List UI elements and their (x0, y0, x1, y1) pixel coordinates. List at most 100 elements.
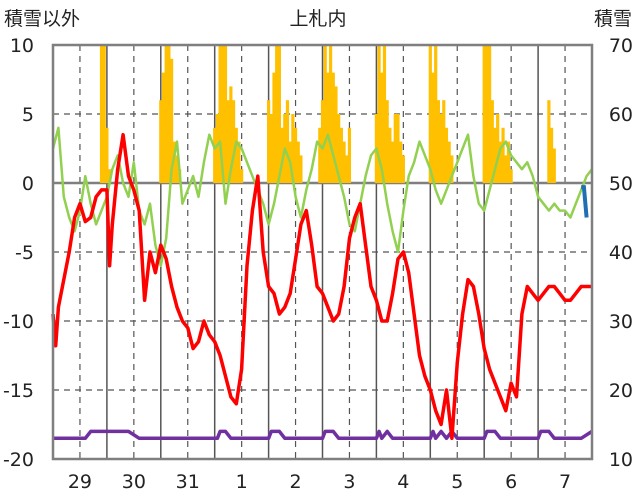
snow-bar (291, 114, 295, 183)
x-tick-label: 5 (451, 471, 463, 493)
snow-bar (393, 114, 397, 183)
snow-bar (434, 45, 438, 183)
snow-bar (164, 45, 168, 183)
left-tick-label: 10 (10, 35, 34, 57)
snow-bar (172, 141, 176, 183)
snow-bar (547, 100, 551, 183)
snow-bar (337, 114, 341, 183)
red-series-line (51, 132, 592, 441)
right-tick-label: 60 (609, 104, 633, 126)
purple-series-line (53, 429, 593, 441)
left-tick-label: 0 (22, 173, 34, 195)
snow-bar (280, 127, 284, 183)
x-tick-label: 4 (397, 471, 409, 493)
snow-bar (326, 72, 330, 183)
snow-bar (285, 100, 290, 183)
right-tick-label: 70 (609, 35, 633, 57)
x-tick-label: 3 (343, 471, 355, 493)
snow-bar (169, 58, 174, 183)
snow-bar (504, 155, 508, 183)
snow-bar (439, 114, 443, 183)
snow-bar (396, 114, 400, 183)
right-tick-label: 10 (609, 449, 633, 471)
snow-bar (215, 114, 219, 183)
snow-bar (275, 45, 279, 183)
snow-bar (272, 72, 276, 183)
snow-bar (485, 45, 489, 183)
snow-bar (509, 169, 513, 183)
snow-bar (218, 45, 222, 183)
snow-bar (105, 127, 109, 183)
snow-bar (347, 127, 352, 183)
snow-bar (493, 127, 497, 183)
snow-bar (388, 127, 392, 183)
snow-bar (167, 45, 171, 183)
green-series-line (51, 126, 593, 268)
snow-bar (237, 141, 241, 183)
snow-bar (506, 141, 511, 183)
snow-bar (450, 155, 454, 183)
snow-bar (99, 45, 104, 183)
snow-bar (496, 114, 500, 183)
snow-bar (221, 45, 225, 183)
snow-bar (331, 72, 335, 183)
x-tick-label: 31 (176, 471, 200, 493)
snow-bar (334, 86, 338, 183)
right-tick-label: 50 (609, 173, 633, 195)
plot-frame (51, 43, 594, 461)
snow-bar (226, 100, 230, 183)
snow-bar (552, 148, 556, 183)
left-tick-label: 5 (22, 104, 34, 126)
snow-bar (431, 72, 435, 183)
x-tick-label: 2 (290, 471, 302, 493)
snow-bar (390, 141, 395, 183)
snow-bar (296, 141, 300, 183)
snow-bar (444, 127, 449, 183)
snow-bar (447, 141, 451, 183)
snow-bar (380, 72, 384, 183)
snow-bar (320, 100, 325, 183)
snow-bar (229, 86, 233, 183)
left-axis-title: 積雪以外 (4, 8, 80, 30)
x-tick-label: 7 (559, 471, 571, 493)
snow-bar (159, 100, 163, 183)
snow-bar (107, 169, 112, 183)
snow-bars (99, 45, 556, 183)
x-tick-label: 29 (68, 471, 92, 493)
snow-bar (323, 45, 327, 183)
snow-bar (487, 45, 492, 183)
snow-bar (102, 45, 106, 183)
snow-bar (498, 141, 502, 183)
snow-bar (318, 127, 322, 183)
snow-bar (399, 141, 403, 183)
right-tick-label: 40 (609, 242, 633, 264)
x-tick-label: 30 (122, 471, 146, 493)
right-tick-label: 20 (609, 380, 633, 402)
blue-series-line (581, 185, 589, 218)
snow-bar (382, 45, 387, 183)
snow-bar (345, 155, 349, 183)
snow-bar (442, 100, 446, 183)
x-tick-label: 6 (505, 471, 517, 493)
snow-bar (401, 155, 405, 183)
snow-bar (377, 45, 381, 183)
snow-bar (339, 127, 343, 183)
snow-bar (277, 45, 281, 183)
snow-bar (240, 169, 244, 183)
series-lines (51, 126, 593, 441)
snow-bar (299, 155, 303, 183)
x-tick-label: 1 (236, 471, 248, 493)
snow-bar (428, 45, 432, 183)
snow-bar (213, 127, 217, 183)
snow-bar (175, 155, 179, 183)
snow-bar (267, 100, 271, 183)
snow-bar (501, 127, 505, 183)
snow-bar (482, 45, 486, 183)
left-tick-label: -10 (3, 311, 34, 333)
snow-bar (223, 45, 228, 183)
snow-bar (269, 114, 273, 183)
right-tick-label: 30 (609, 311, 633, 333)
left-tick-label: -15 (3, 380, 34, 402)
left-tick-label: -20 (3, 449, 34, 471)
